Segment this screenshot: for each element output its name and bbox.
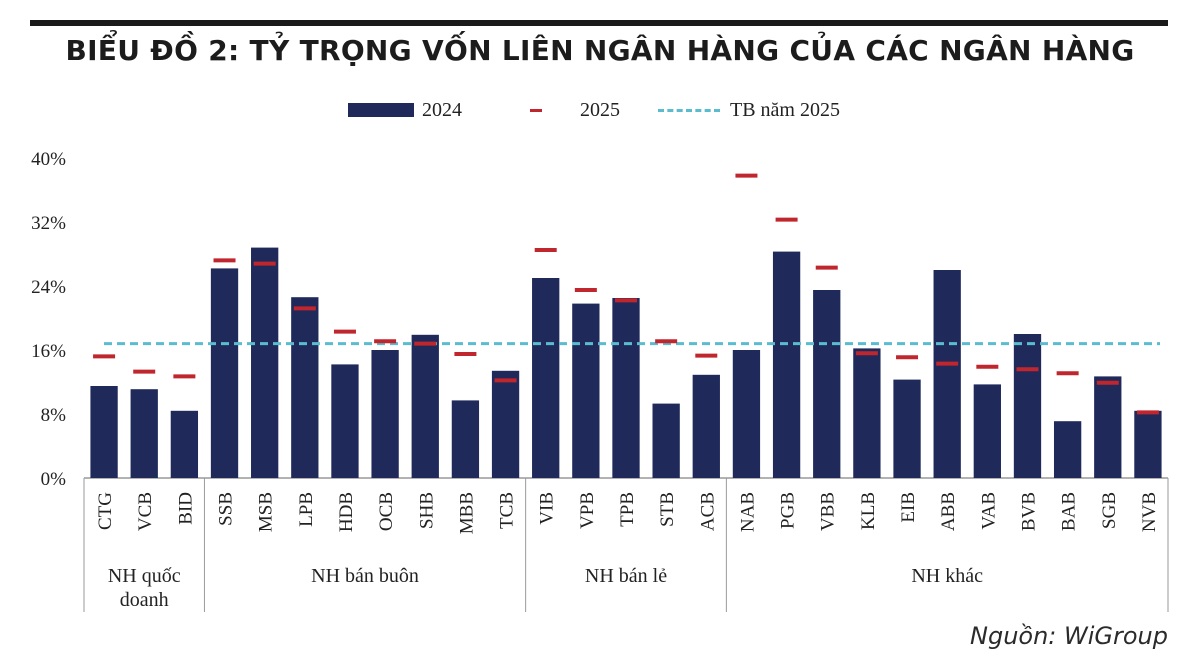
chart-title: BIỂU ĐỒ 2: TỶ TRỌNG VỐN LIÊN NGÂN HÀNG C…: [65, 34, 1135, 67]
bar-2024-ctg: [90, 386, 118, 478]
bar-2024-lpb: [291, 297, 319, 478]
category-label-lpb: LPB: [296, 492, 317, 527]
category-label-vib: VIB: [537, 492, 558, 525]
bar-2024-vab: [973, 384, 1001, 478]
y-tick-label: 40%: [31, 149, 66, 170]
bar-2024-nab: [732, 350, 761, 478]
bar-2024-shb: [411, 334, 439, 478]
category-label-bab: BAB: [1059, 492, 1080, 531]
category-label-nvb: NVB: [1139, 492, 1160, 532]
bar-2024-pgb: [772, 251, 801, 478]
bar-2024-hdb: [331, 364, 359, 478]
group-label-line: doanh: [120, 589, 169, 611]
category-label-vab: VAB: [978, 492, 999, 530]
bar-2024-tpb: [612, 298, 640, 478]
category-label-hdb: HDB: [336, 492, 357, 532]
legend-label-2025: 2025: [580, 98, 620, 121]
category-label-msb: MSB: [256, 492, 277, 532]
category-label-vbb: VBB: [818, 492, 839, 531]
group-label-line: NH quốc: [108, 565, 181, 587]
category-label-klb: KLB: [858, 492, 879, 530]
category-label-eib: EIB: [898, 492, 919, 523]
bar-2024-vbb: [813, 290, 841, 478]
bar-2024-ssb: [210, 268, 239, 478]
bar-2024-bid: [170, 410, 199, 478]
category-label-tcb: TCB: [497, 492, 518, 529]
group-label: NH khác: [911, 565, 983, 587]
group-label-line: NH bán buôn: [311, 565, 419, 587]
category-label-bvb: BVB: [1018, 492, 1039, 531]
category-label-bid: BID: [175, 492, 196, 525]
category-label-sgb: SGB: [1099, 492, 1120, 529]
category-label-ssb: SSB: [216, 492, 237, 526]
legend: 2024 2025 TB năm 2025: [0, 96, 1200, 124]
legend-dash-swatch: [530, 108, 542, 112]
group-label-line: NH khác: [911, 565, 983, 587]
bar-2024-tcb: [491, 370, 520, 478]
category-label-nab: NAB: [737, 492, 758, 532]
bar-2024-acb: [692, 374, 720, 478]
legend-item-average: TB năm 2025: [658, 96, 840, 124]
y-tick-label: 0%: [41, 469, 67, 490]
legend-item-2025: 2025: [530, 96, 620, 124]
category-label-ctg: CTG: [95, 492, 116, 530]
source-note: Nguồn: WiGroup: [970, 622, 1168, 650]
y-tick-label: 24%: [31, 277, 66, 298]
category-label-vcb: VCB: [135, 492, 156, 531]
y-tick-label: 32%: [31, 213, 66, 234]
bar-2024-sgb: [1094, 376, 1122, 478]
top-rule: [30, 20, 1168, 26]
legend-label-2024: 2024: [422, 98, 462, 121]
category-label-shb: SHB: [416, 492, 437, 529]
y-tick-label: 8%: [41, 405, 67, 426]
category-label-abb: ABB: [938, 492, 959, 531]
legend-average-swatch: [658, 108, 720, 112]
bar-2024-eib: [893, 379, 921, 478]
bar-2024-mbb: [451, 400, 480, 478]
bar-2024-bvb: [1013, 334, 1042, 478]
bar-2024-klb: [853, 348, 881, 478]
category-label-stb: STB: [657, 492, 678, 527]
bar-2024-stb: [652, 403, 680, 478]
group-label: NH bán buôn: [311, 565, 419, 587]
legend-label-average: TB năm 2025: [730, 98, 840, 121]
bar-2024-nvb: [1134, 410, 1162, 478]
category-label-vpb: VPB: [577, 492, 598, 529]
group-label: NH quốc doanh: [108, 565, 181, 611]
legend-item-2024: 2024: [348, 96, 462, 124]
group-label: NH bán lẻ: [585, 565, 667, 587]
category-label-acb: ACB: [697, 492, 718, 531]
bar-2024-vib: [532, 278, 560, 478]
bar-2024-vpb: [572, 303, 600, 478]
bar-2024-bab: [1053, 421, 1082, 478]
category-label-ocb: OCB: [376, 492, 397, 531]
bar-2024-ocb: [371, 350, 399, 478]
category-label-pgb: PGB: [778, 492, 799, 529]
y-tick-label: 16%: [31, 341, 66, 362]
legend-bar-swatch: [348, 103, 414, 117]
category-label-mbb: MBB: [456, 492, 477, 534]
group-label-line: NH bán lẻ: [585, 565, 667, 587]
bar-2024-vcb: [130, 389, 158, 478]
bar-2024-msb: [251, 247, 279, 478]
category-label-tpb: TPB: [617, 492, 638, 527]
bar-2024-abb: [933, 270, 961, 478]
